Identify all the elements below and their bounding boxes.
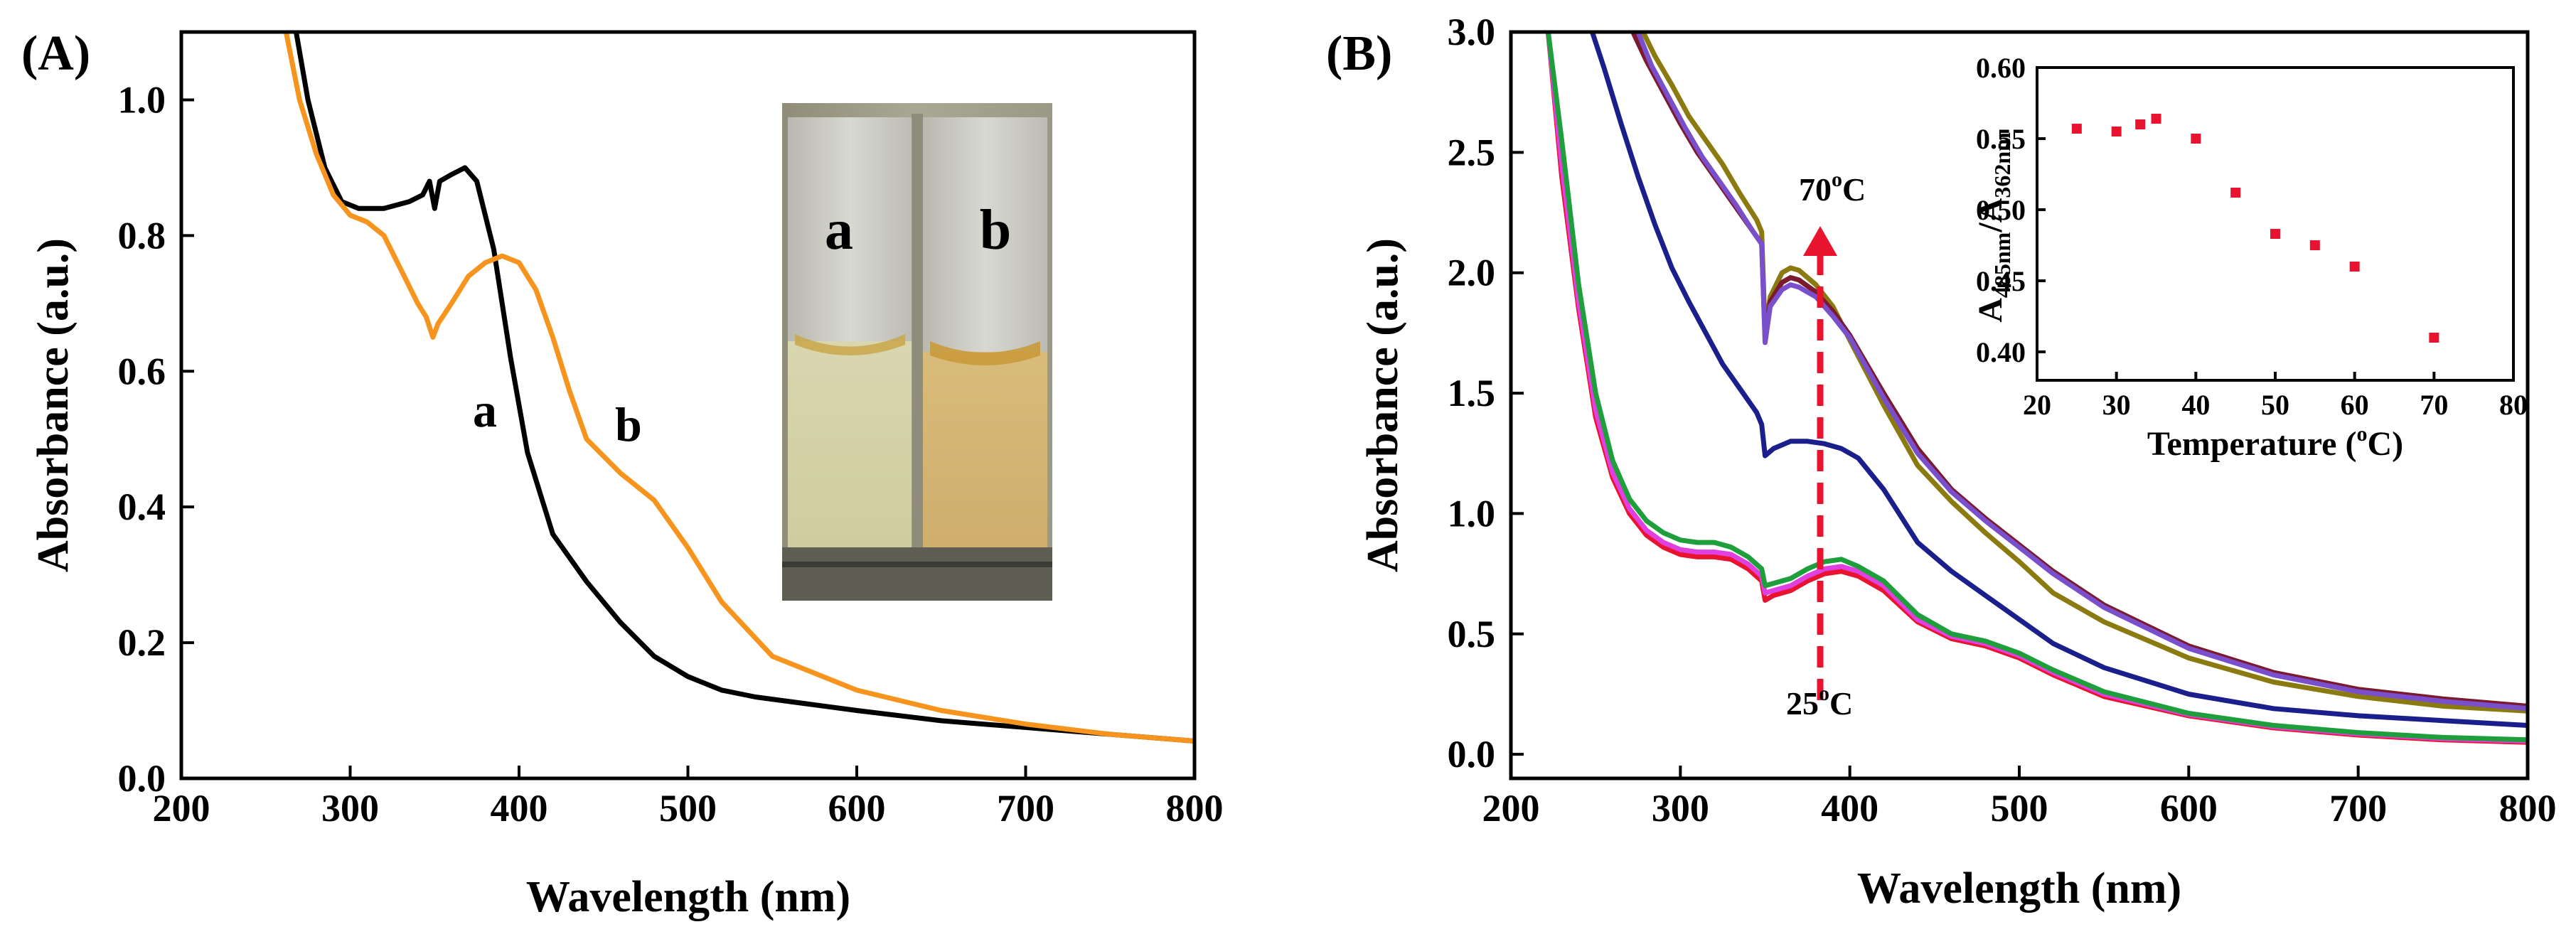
inset-x-tick-label: 40 [2181, 389, 2210, 421]
panel-b-curves [1545, 32, 2528, 745]
panel-label-b: (B) [1326, 26, 1392, 81]
panel-b-series-70C [1635, 32, 2528, 712]
inset-y-tick-label: 0.60 [1976, 52, 2026, 84]
panel-b-y-tick-label: 3.0 [1448, 11, 1496, 53]
panel-a-x-tick-label: 600 [828, 787, 886, 830]
cuvette-label-b: b [980, 199, 1012, 262]
inset-y-tick-label: 0.55 [1976, 123, 2026, 155]
panel-b-axes: 200 300 400 500 600 700 800 0.0 0.5 1.0 1.5 2.0 2.5 3… [1448, 11, 2557, 830]
panel-a-y-tick-label: 0.0 [118, 757, 166, 800]
inset-y-tick-label: 0.40 [1976, 336, 2026, 368]
panel-label-a: (A) [21, 26, 90, 81]
panel-b-y-tick-label: 0.0 [1448, 733, 1496, 776]
cuvette-label-a: a [825, 199, 853, 262]
panel-a-x-tick-label: 800 [1166, 787, 1224, 830]
panel-b-x-tick-label: 600 [2160, 787, 2218, 830]
inset-point [2135, 119, 2146, 129]
inset-point [2270, 229, 2280, 239]
inset-chart: 20 30 40 50 60 70 80 0.40 0.45 0.50 0.55 0.60 Tempe… [1972, 52, 2528, 463]
inset-x-tick-label: 30 [2102, 389, 2131, 421]
inset-point [2349, 262, 2360, 272]
panel-a-curves [283, 32, 1195, 744]
inset-x-axis-title: Temperature (oC) [2147, 422, 2403, 463]
panel-b-x-tick-label: 400 [1821, 787, 1878, 830]
inset-frame [2036, 66, 2515, 382]
panel-b-series-35C [1545, 32, 2528, 743]
panel-b-x-tick-label: 300 [1652, 787, 1709, 830]
cuvette-photo: a b [782, 103, 1052, 601]
panel-b-series-50C [1590, 32, 2528, 728]
panel-a-y-axis-title: Absorbance (a.u.) [29, 238, 78, 572]
inset-x-tick-label: 60 [2341, 389, 2369, 421]
panel-a-x-tick-label: 400 [491, 787, 548, 830]
inset-point [2191, 134, 2201, 144]
panel-a-y-tick-label: 0.4 [118, 486, 166, 528]
inset-axes: 20 30 40 50 60 70 80 0.40 0.45 0.50 0.55 0.60 [1976, 52, 2528, 421]
inset-x-tick-label: 50 [2261, 389, 2289, 421]
inset-points [2071, 114, 2439, 343]
panel-b-y-axis-title: Absorbance (a.u.) [1359, 238, 1407, 572]
panel-a-x-tick-label: 200 [153, 787, 210, 830]
panel-a-series-b [283, 32, 1195, 744]
panel-a-axes: 200 300 400 500 600 700 800 0.0 0.2 0.4 0.6 0.8 1.0 [118, 78, 1224, 830]
panel-a-y-tick-label: 0.8 [118, 214, 166, 257]
inset-point [2071, 124, 2082, 134]
inset-point [2429, 333, 2439, 343]
panel-b-y-tick-label: 2.0 [1448, 252, 1496, 294]
panel-a-x-tick-label: 700 [997, 787, 1054, 830]
panel-b-y-tick-label: 1.5 [1448, 372, 1496, 414]
panel-b-y-tick-label: 2.5 [1448, 131, 1496, 173]
inset-point [2151, 114, 2161, 124]
inset-x-tick-label: 80 [2499, 389, 2528, 421]
panel-b-x-axis-title: Wavelength (nm) [1857, 864, 2181, 913]
temp-label-25: 25oC [1786, 682, 1853, 722]
panel-b-x-tick-label: 700 [2329, 787, 2387, 830]
inset-point [2111, 127, 2122, 136]
inset-y-tick-label: 0.45 [1976, 265, 2026, 297]
panel-b-y-tick-label: 1.0 [1448, 492, 1496, 535]
curve-label-a: a [473, 383, 497, 437]
panel-a-y-tick-label: 0.6 [118, 350, 166, 392]
temperature-arrow [1803, 226, 1837, 700]
panel-a: (A) [21, 26, 1224, 921]
panel-a-x-tick-label: 300 [321, 787, 379, 830]
inset-point [2309, 240, 2320, 250]
temp-label-70: 70oC [1799, 168, 1866, 208]
panel-b-x-tick-label: 800 [2499, 787, 2557, 830]
panel-a-x-tick-label: 500 [659, 787, 717, 830]
inset-x-tick-label: 20 [2023, 389, 2051, 421]
panel-b-series-55C [1640, 32, 2528, 714]
inset-x-tick-label: 70 [2420, 389, 2448, 421]
panel-a-y-tick-label: 1.0 [118, 78, 166, 121]
panel-a-y-tick-label: 0.2 [118, 621, 166, 664]
panel-b-x-tick-label: 500 [1991, 787, 2048, 830]
inset-point [2230, 188, 2241, 198]
panel-b-x-tick-label: 200 [1482, 787, 1540, 830]
inset-y-axis-title: A485nm/A362nm [1972, 132, 2015, 323]
inset-y-tick-label: 0.50 [1976, 194, 2026, 226]
panel-a-x-axis-title: Wavelength (nm) [526, 873, 850, 921]
panel-a-series-a [294, 32, 1195, 744]
panel-b: (B) 200 300 400 500 600 700 800 0.0 0.5 1.0 1.5 2.0… [1326, 11, 2557, 913]
panel-b-y-tick-label: 0.5 [1448, 613, 1496, 655]
curve-label-b: b [615, 397, 642, 451]
